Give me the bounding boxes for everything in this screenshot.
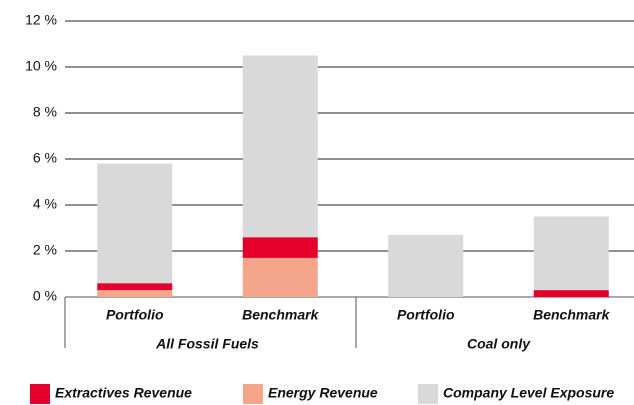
bar-segment [97,163,173,284]
y-tick-label: 0 % [33,288,57,304]
group-label: All Fossil Fuels [155,336,259,352]
x-tick-label: Portfolio [397,307,455,323]
y-tick-label: 10 % [25,58,57,74]
legend-swatch [243,384,263,404]
bar-segment [388,234,464,297]
bar-segment [242,257,318,297]
bar-segment [97,290,173,297]
legend-label: Extractives Revenue [55,385,192,401]
bar-segment [242,237,318,258]
bar-segment [97,283,173,291]
legend-swatch [30,384,50,404]
bar-segment [533,216,609,291]
legend-label: Company Level Exposure [443,385,614,401]
y-tick-label: 6 % [33,150,57,166]
legend-label: Energy Revenue [268,385,378,401]
y-tick-label: 4 % [33,196,57,212]
bar-segment [242,55,318,238]
bar-segment [533,290,609,297]
x-tick-label: Benchmark [533,307,610,323]
legend-swatch [418,384,438,404]
group-label: Coal only [467,336,531,352]
y-tick-label: 8 % [33,104,57,120]
y-tick-label: 2 % [33,242,57,258]
x-tick-label: Portfolio [106,307,164,323]
x-tick-label: Benchmark [242,307,319,323]
y-tick-label: 12 % [25,12,57,28]
